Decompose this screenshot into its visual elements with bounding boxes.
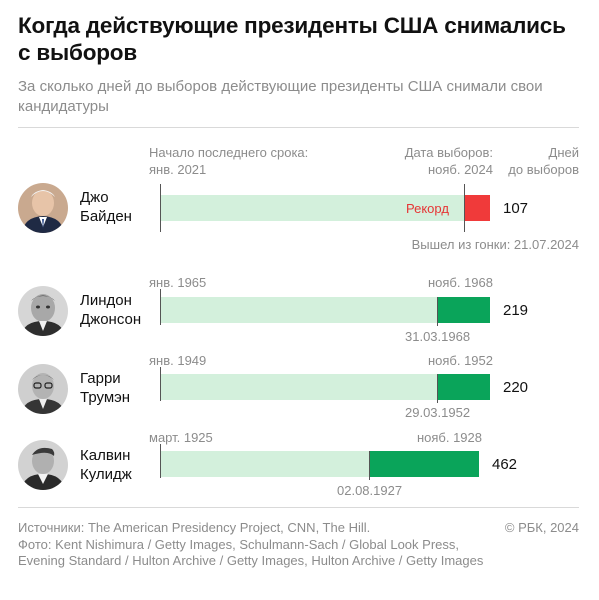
biden-days-value: 107 — [503, 200, 529, 217]
election-tick-biden: нояб. 2024 — [427, 162, 493, 177]
truman-start-line — [160, 367, 161, 401]
johnson-term-start: янв. 1965 — [149, 275, 207, 290]
start-tick-biden: янв. 2021 — [149, 162, 207, 177]
coolidge-name: Калвин Кулидж — [80, 447, 132, 483]
truman-withdrawal-date: 29.03.1952 — [405, 405, 471, 420]
johnson-portrait-icon — [18, 286, 68, 336]
days-column-label-1: Дней — [548, 145, 579, 160]
copyright: © РБК, 2024 — [504, 520, 579, 535]
johnson-election: нояб. 1968 — [427, 275, 493, 290]
coolidge-avatar — [18, 440, 68, 490]
johnson-avatar — [18, 286, 68, 336]
truman-days-bar — [437, 374, 490, 400]
biden-name: Джо Байден — [80, 189, 132, 225]
coolidge-portrait-icon — [18, 440, 68, 490]
truman-term-bar — [161, 374, 490, 400]
truman-portrait-icon — [18, 364, 68, 414]
johnson-name: Линдон Джонсон — [80, 292, 142, 328]
election-column-label: Дата выборов: — [404, 145, 493, 160]
coolidge-withdrawal-line — [369, 451, 370, 480]
biden-record-label: Рекорд — [406, 201, 449, 216]
johnson-start-line — [160, 289, 161, 325]
coolidge-election: нояб. 1928 — [416, 430, 482, 445]
photo-credits: Фото: Kent Nishimura / Getty Images, Sch… — [18, 536, 484, 569]
sources-text: Источники: The American Presidency Proje… — [18, 520, 371, 535]
biden-withdrawal-date: Вышел из гонки: 21.07.2024 — [411, 237, 579, 252]
election-column-header: Дата выборов: нояб. 2024 — [405, 144, 493, 178]
johnson-days-value: 219 — [503, 302, 529, 319]
biden-portrait-icon — [18, 183, 68, 233]
truman-avatar — [18, 364, 68, 414]
biden-start-line — [160, 184, 161, 232]
truman-withdrawal-line — [437, 374, 438, 403]
truman-election: нояб. 1952 — [427, 353, 493, 368]
truman-term-start: янв. 1949 — [149, 353, 207, 368]
coolidge-withdrawal-date: 02.08.1927 — [337, 483, 403, 498]
truman-name: Гарри Трумэн — [80, 370, 131, 406]
coolidge-days-value: 462 — [492, 456, 518, 473]
start-column-label: Начало последнего срока: — [149, 145, 309, 160]
johnson-term-bar — [161, 297, 490, 323]
coolidge-start-line — [160, 444, 161, 478]
start-column-header: Начало последнего срока: янв. 2021 — [149, 144, 308, 178]
footer-divider — [18, 507, 579, 508]
page-title: Когда действующие президенты США снимали… — [18, 13, 566, 65]
coolidge-days-bar — [369, 451, 479, 477]
page-subtitle: За сколько дней до выборов действующие п… — [18, 78, 543, 115]
biden-withdrawal-line — [464, 184, 465, 232]
johnson-days-bar — [437, 297, 490, 323]
biden-avatar — [18, 183, 68, 233]
coolidge-term-start: март. 1925 — [149, 430, 213, 445]
johnson-withdrawal-line — [437, 297, 438, 326]
days-column-header: Дней до выборов — [508, 144, 579, 178]
biden-term-bar — [161, 195, 490, 221]
sources-note: Источники: The American Presidency Proje… — [18, 520, 488, 570]
truman-days-value: 220 — [503, 379, 529, 396]
johnson-withdrawal-date: 31.03.1968 — [405, 329, 471, 344]
header-divider — [18, 127, 579, 128]
biden-days-bar — [464, 195, 490, 221]
days-column-label-2: до выборов — [508, 162, 579, 177]
